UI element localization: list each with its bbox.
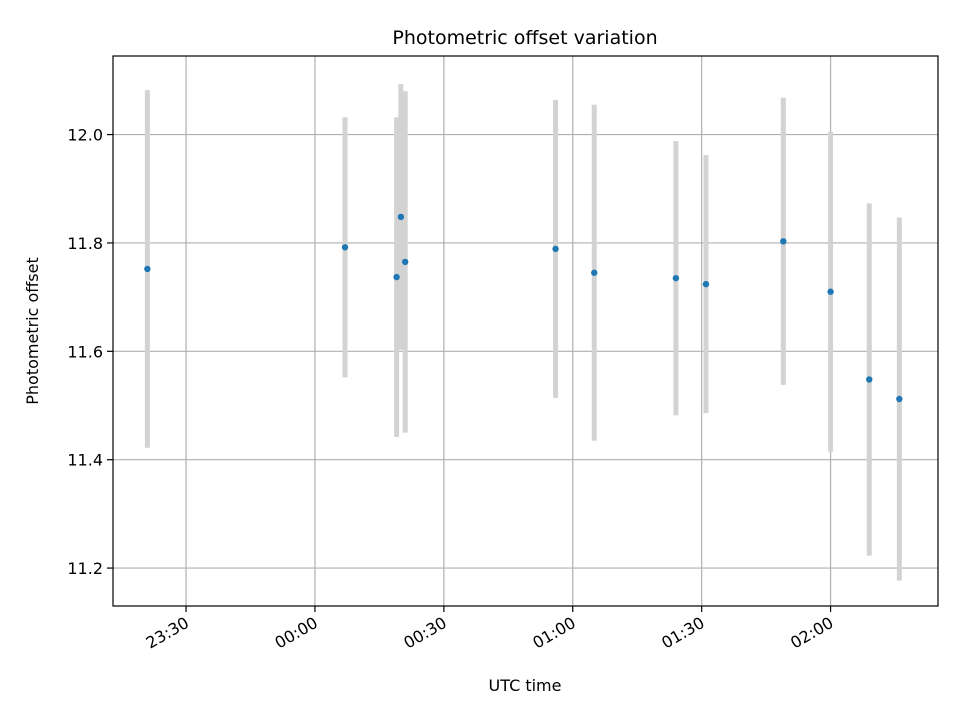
y-tick-label: 11.4	[67, 451, 103, 470]
data-point	[341, 244, 349, 251]
y-tick-label: 12.0	[67, 126, 103, 145]
data-point	[896, 395, 903, 403]
y-axis-ticks: 11.2 11.4 11.6 11.8 12.0	[67, 126, 113, 578]
x-axis-title: UTC time	[489, 676, 562, 695]
data-point	[672, 274, 680, 282]
y-tick-label: 11.6	[67, 342, 103, 361]
y-axis-title: Photometric offset	[23, 257, 42, 405]
data-point	[552, 245, 559, 253]
data-point	[393, 273, 400, 281]
y-tick-label: 11.8	[67, 234, 103, 253]
data-point	[397, 213, 405, 221]
data-point	[866, 376, 873, 383]
data-point	[780, 238, 787, 245]
data-point	[144, 265, 151, 273]
data-points	[144, 213, 903, 403]
data-point	[702, 280, 710, 288]
chart-title: Photometric offset variation	[392, 27, 657, 49]
data-point	[401, 258, 409, 266]
plot-frame	[112, 55, 939, 607]
data-point	[591, 269, 598, 276]
y-tick-label: 11.2	[67, 559, 103, 578]
data-point	[827, 288, 834, 295]
